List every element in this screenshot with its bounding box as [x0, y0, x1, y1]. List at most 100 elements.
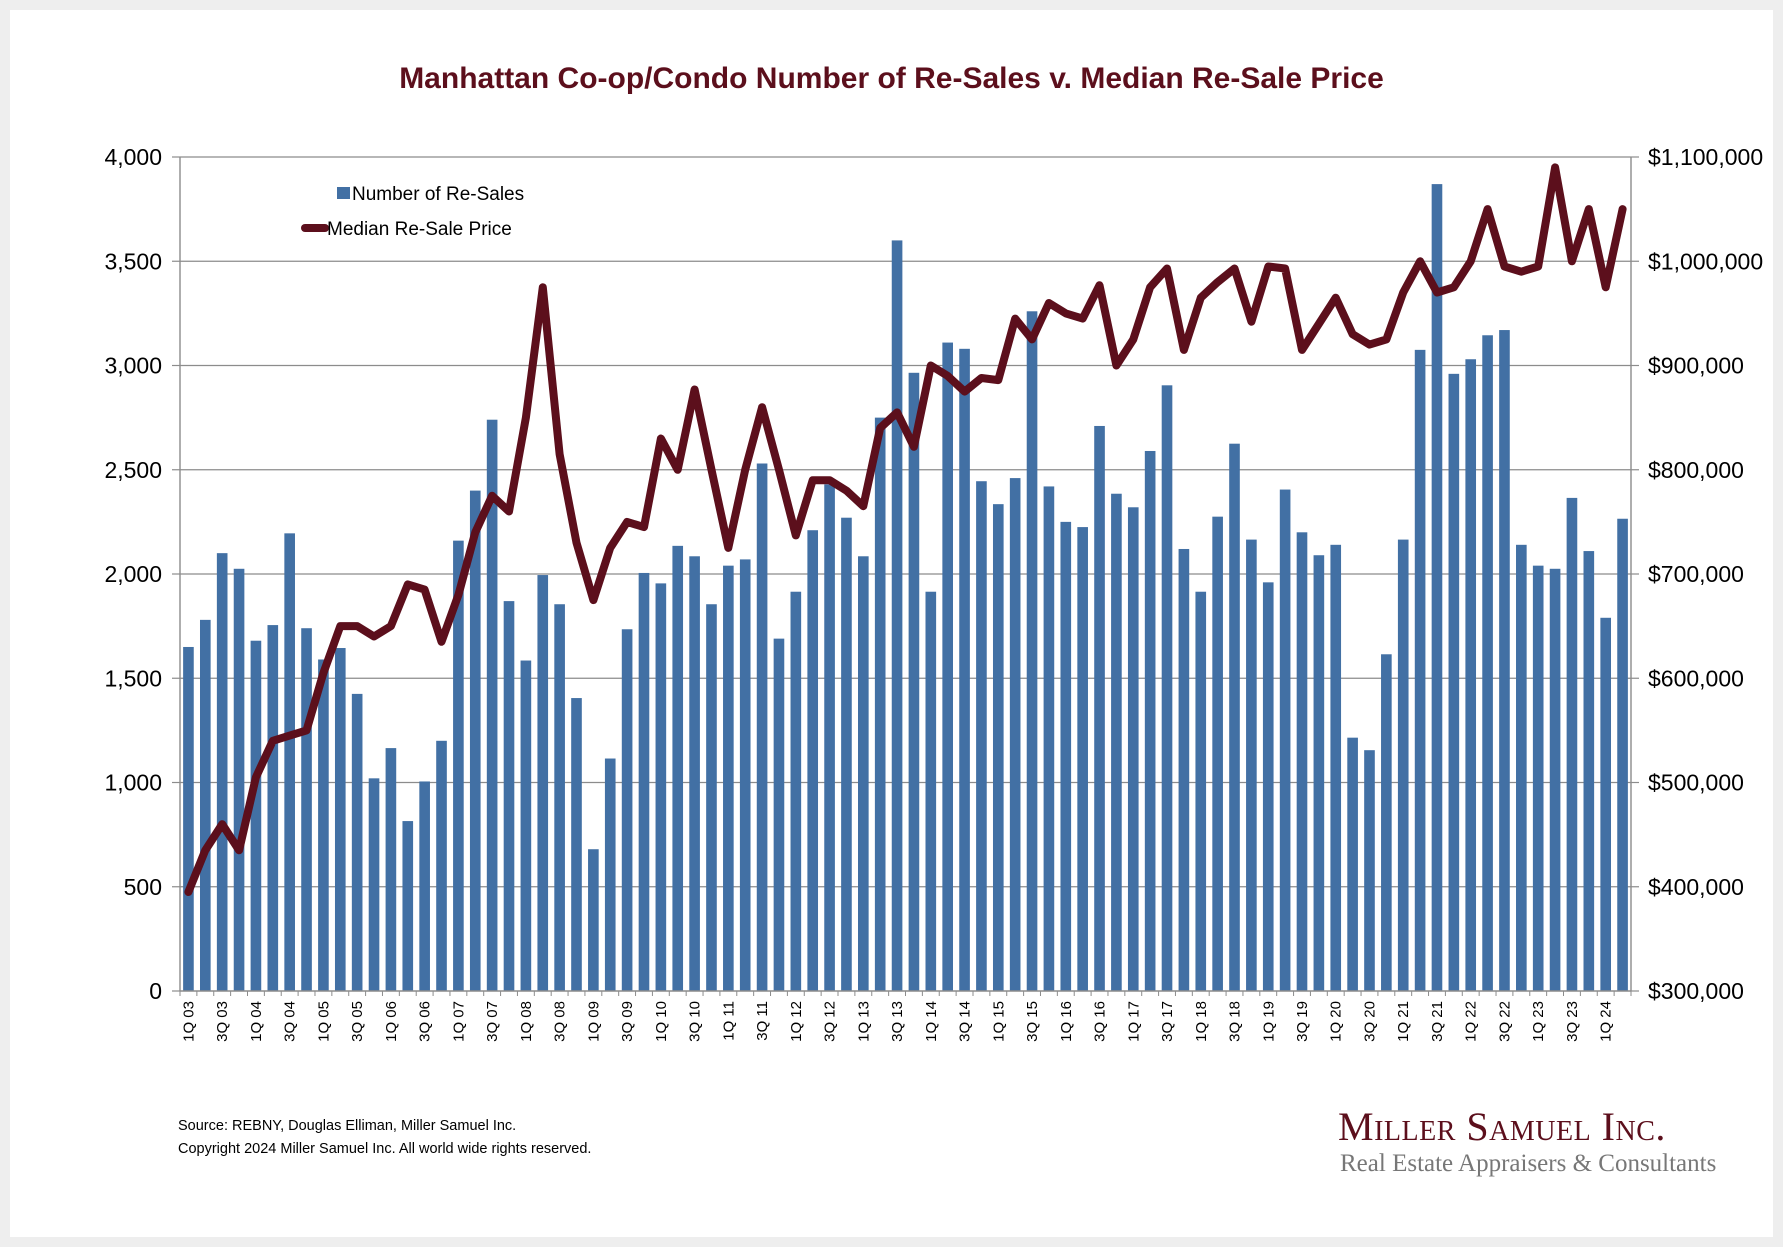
x-tick-label: 3Q 11	[754, 1001, 771, 1041]
bar	[520, 660, 532, 991]
legend-label-resales: Number of Re-Sales	[352, 184, 524, 205]
bar	[1448, 373, 1460, 992]
x-tick-label: 1Q 17	[1125, 1001, 1142, 1042]
bar	[1246, 539, 1257, 991]
bar	[402, 821, 414, 991]
bar	[1262, 582, 1274, 991]
chart-title: Manhattan Co-op/Condo Number of Re-Sales…	[399, 62, 1384, 95]
bar	[1043, 486, 1055, 991]
bar	[773, 638, 785, 991]
bar	[1532, 565, 1544, 991]
x-tick-label: 1Q 19	[1260, 1001, 1277, 1042]
bar	[655, 583, 667, 991]
x-tick-label: 1Q 14	[923, 1001, 940, 1042]
bar	[1111, 493, 1122, 991]
bar	[908, 372, 920, 991]
left-tick-label: 3,500	[104, 248, 162, 274]
x-tick-label: 3Q 05	[349, 1001, 366, 1042]
x-tick-label: 1Q 04	[248, 1001, 265, 1042]
bar	[841, 517, 852, 991]
bar	[1026, 311, 1038, 991]
x-tick-label: 1Q 13	[855, 1001, 872, 1042]
right-tick-label: $600,000	[1648, 665, 1744, 691]
bar	[1296, 532, 1308, 991]
legend-label-price: Median Re-Sale Price	[327, 219, 512, 240]
bar	[554, 604, 565, 991]
x-tick-label: 3Q 09	[619, 1001, 636, 1042]
right-tick-label: $300,000	[1648, 978, 1744, 1004]
bar	[351, 693, 363, 991]
bar	[621, 629, 633, 991]
x-tick-label: 3Q 12	[822, 1001, 839, 1042]
x-tick-label: 3Q 20	[1361, 1001, 1378, 1042]
left-tick-label: 3,000	[104, 353, 162, 379]
bar	[233, 568, 245, 991]
bar	[739, 559, 751, 991]
right-tick-label: $700,000	[1648, 561, 1744, 587]
right-axis-ticks: $300,000 $400,000 $500,000 $600,000 $700,000…	[1648, 144, 1763, 1004]
bar	[1313, 555, 1325, 991]
right-tick-label: $900,000	[1648, 353, 1744, 379]
x-tick-label: 1Q 05	[315, 1001, 332, 1042]
bar	[1009, 478, 1021, 992]
bar	[1414, 349, 1426, 991]
x-tick-label: 1Q 20	[1328, 1001, 1345, 1042]
bar	[267, 625, 279, 991]
x-tick-label: 1Q 08	[518, 1001, 535, 1042]
bar	[1499, 330, 1510, 991]
bar	[419, 781, 430, 991]
bar	[183, 646, 194, 991]
bar	[486, 419, 498, 992]
x-tick-label: 1Q 11	[720, 1001, 737, 1041]
bar	[1347, 737, 1358, 991]
x-tick-label: 1Q 12	[788, 1001, 805, 1042]
left-tick-label: 4,000	[104, 144, 162, 170]
bar	[318, 659, 329, 991]
bar	[1431, 184, 1443, 992]
left-tick-label: 2,000	[104, 561, 162, 587]
bar	[874, 417, 886, 991]
x-tick-label: 1Q 06	[383, 1001, 400, 1042]
bar	[1279, 489, 1291, 991]
bar	[216, 553, 228, 991]
logo: Miller Samuel Inc. Real Estate Appraiser…	[1338, 1105, 1716, 1179]
x-tick-label: 3Q 22	[1496, 1001, 1513, 1042]
x-tick-label: 1Q 18	[1193, 1001, 1210, 1042]
bar	[807, 530, 819, 991]
bar	[503, 601, 515, 991]
bar-series	[183, 184, 1628, 992]
x-tick-label: 3Q 19	[1294, 1001, 1311, 1042]
bar	[1549, 568, 1561, 991]
x-axis-ticks: 1Q 03 3Q 03 1Q 04 3Q 04 1Q 05 3Q 05 1Q 06 3Q 06…	[180, 1001, 1614, 1042]
left-tick-label: 2,500	[104, 457, 162, 483]
left-tick-label: 0	[149, 978, 162, 1004]
x-tick-label: 3Q 07	[484, 1001, 501, 1042]
bar	[1482, 335, 1493, 992]
bar	[672, 545, 684, 991]
bar	[604, 758, 616, 991]
bar	[1161, 385, 1173, 991]
x-tick-label: 3Q 14	[957, 1001, 974, 1042]
bar	[1144, 450, 1156, 991]
x-tick-label: 3Q 13	[889, 1001, 906, 1042]
bar	[891, 240, 903, 991]
right-tick-label: $500,000	[1648, 770, 1744, 796]
x-tick-label: 1Q 24	[1598, 1001, 1615, 1042]
logo-tagline: Real Estate Appraisers & Consultants	[1340, 1150, 1717, 1177]
bar	[1617, 518, 1628, 991]
right-tick-label: $800,000	[1648, 457, 1744, 483]
legend-swatch-resales	[337, 187, 350, 199]
chart-card	[10, 10, 1773, 1237]
x-tick-label: 3Q 04	[282, 1001, 299, 1042]
left-axis-ticks: 0 500 1,000 1,500 2,000 2,500 3,000 3,500 4,000	[104, 144, 162, 1004]
logo-name: Miller Samuel Inc.	[1338, 1104, 1666, 1149]
x-tick-label: 1Q 15	[990, 1001, 1007, 1042]
bar	[1583, 551, 1595, 991]
x-tick-label: 1Q 21	[1395, 1001, 1412, 1042]
bar	[1212, 516, 1223, 991]
bar	[1077, 527, 1088, 991]
bar	[638, 572, 650, 991]
x-tick-label: 3Q 16	[1092, 1001, 1109, 1042]
bar	[1060, 521, 1072, 991]
x-tick-label: 3Q 15	[1024, 1001, 1041, 1042]
